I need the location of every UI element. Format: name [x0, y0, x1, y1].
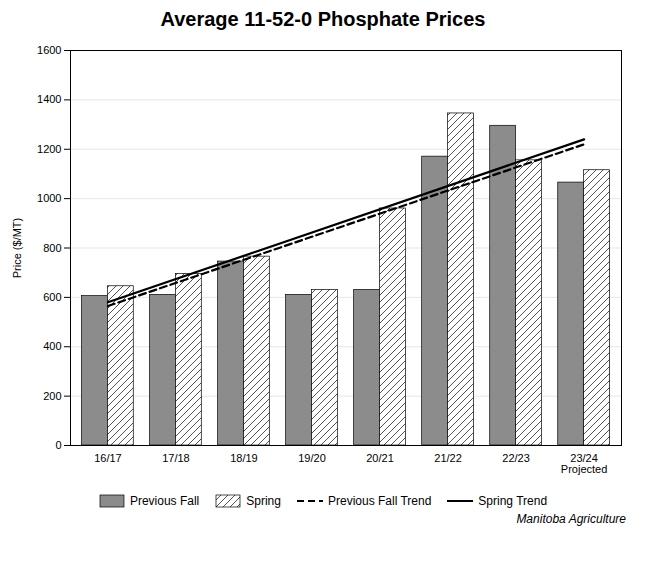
svg-text:20/21: 20/21: [366, 452, 394, 464]
svg-text:400: 400: [43, 340, 61, 352]
svg-text:23/24Projected: 23/24Projected: [561, 452, 607, 475]
html-text:Previous Fall Trend: Previous Fall Trend: [328, 494, 432, 508]
svg-text:17/18: 17/18: [162, 452, 190, 464]
svg-text:16/17: 16/17: [94, 452, 122, 464]
html-text:Manitoba Agriculture: Manitoba Agriculture: [516, 512, 626, 526]
svg-text:22/23: 22/23: [502, 452, 530, 464]
svg-text:200: 200: [43, 390, 61, 402]
svg-text:1200: 1200: [37, 143, 61, 155]
svg-text:0: 0: [55, 439, 61, 451]
svg-text:600: 600: [43, 291, 61, 303]
svg-text:19/20: 19/20: [298, 452, 326, 464]
html-text:Average 11-52-0 Phosphate Pric: Average 11-52-0 Phosphate Prices: [160, 8, 486, 30]
svg-text:1000: 1000: [37, 192, 61, 204]
svg-text:800: 800: [43, 242, 61, 254]
svg-text:21/22: 21/22: [434, 452, 462, 464]
svg-text:1600: 1600: [37, 44, 61, 56]
svg-text:1400: 1400: [37, 93, 61, 105]
html-text:Spring Trend: Spring Trend: [478, 494, 548, 508]
svg-text:18/19: 18/19: [230, 452, 258, 464]
html-text:Spring: Spring: [246, 494, 281, 508]
html-text:Previous Fall: Previous Fall: [129, 494, 200, 508]
svg-text:Price ($/MT): Price ($/MT): [11, 218, 23, 279]
